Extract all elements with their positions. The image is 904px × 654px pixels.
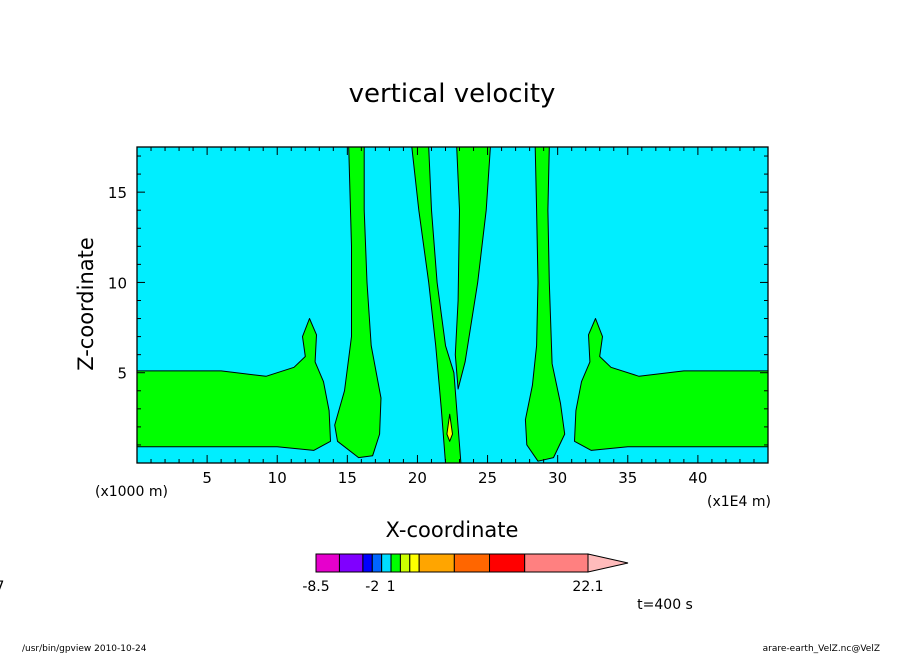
x-tick-label: 35 xyxy=(618,469,637,487)
contour-region-6 xyxy=(446,413,453,442)
colorbar-label: 22.1 xyxy=(572,579,603,595)
y-tick-label: 10 xyxy=(108,274,127,292)
colorbar-label: 1 xyxy=(387,579,396,595)
x-tick-label: 40 xyxy=(688,469,707,487)
contour-region-4 xyxy=(524,147,566,462)
colorbar-swatch xyxy=(399,553,411,573)
plot-area xyxy=(136,146,769,464)
colorbar-label: -8.5 xyxy=(302,579,329,595)
x-tick-label: 20 xyxy=(408,469,427,487)
y-tick-labels: 5 10 15 xyxy=(108,184,127,383)
colorbar-swatch xyxy=(315,553,340,573)
x-tick-label: 30 xyxy=(548,469,567,487)
colorbar-swatch xyxy=(418,553,455,573)
plot-frame xyxy=(136,146,769,464)
y-axis-label: Z-coordinate xyxy=(74,237,98,371)
contour-region-0 xyxy=(137,318,331,451)
colorbar xyxy=(315,553,629,573)
x-axis-label: X-coordinate xyxy=(386,518,519,542)
contour-region-5 xyxy=(574,318,768,451)
chart-title: vertical velocity xyxy=(349,79,556,109)
colorbar-swatch xyxy=(381,553,392,573)
x-tick-labels: 5 10 15 20 25 30 35 40 xyxy=(202,469,707,487)
colorbar-swatch xyxy=(390,553,401,573)
colorbar-swatch xyxy=(362,553,373,573)
time-label: t=400 s xyxy=(637,597,693,613)
colorbar-label: -2 xyxy=(365,579,379,595)
colorbar-label: 7 xyxy=(0,579,4,595)
x-tick-label: 25 xyxy=(478,469,497,487)
footer-right: arare-earth_VelZ.nc@VelZ xyxy=(763,644,880,654)
x-tick-label: 15 xyxy=(338,469,357,487)
colorbar-swatch xyxy=(338,553,364,573)
footer-left: /usr/bin/gpview 2010-10-24 xyxy=(22,644,147,654)
contour-region-2 xyxy=(411,147,462,463)
y-tick-label: 15 xyxy=(108,184,127,202)
axis-ticks xyxy=(137,147,768,463)
colorbar-swatch xyxy=(524,553,589,573)
colorbar-swatch xyxy=(409,553,420,573)
colorbar-labels: -8.5 -2 1 7 22.1 xyxy=(0,579,604,595)
x-tick-label: 10 xyxy=(268,469,287,487)
x-unit-right-label: (x1E4 m) xyxy=(707,494,771,510)
colorbar-arrow xyxy=(587,553,629,573)
x-unit-left-label: (x1000 m) xyxy=(95,484,168,500)
contour-region-3 xyxy=(454,147,491,390)
contour-region-1 xyxy=(334,147,382,459)
x-tick-label: 5 xyxy=(202,469,212,487)
colorbar-swatch xyxy=(453,553,491,573)
colorbar-swatch xyxy=(489,553,526,573)
colorbar-swatch xyxy=(371,553,383,573)
y-tick-label: 5 xyxy=(117,365,127,383)
